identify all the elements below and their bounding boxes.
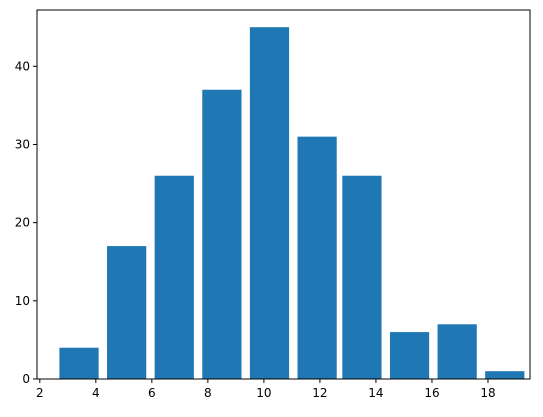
y-tick-label: 30 (15, 137, 30, 151)
x-tick-label: 10 (256, 386, 271, 400)
y-axis: 0 10 20 30 40 (15, 59, 37, 386)
bar-7 (342, 175, 382, 379)
bar-10 (485, 371, 525, 379)
y-tick-label: 20 (15, 216, 30, 230)
x-tick-label: 16 (424, 386, 439, 400)
plot-frame (36, 9, 531, 380)
bar-3 (154, 175, 194, 379)
bar-9 (437, 324, 477, 379)
bar-1 (59, 347, 99, 379)
bar-4 (202, 89, 242, 380)
x-tick-label: 6 (148, 386, 156, 400)
bar-5 (249, 27, 290, 379)
y-tick-label: 10 (15, 294, 30, 308)
x-tick-label: 4 (92, 386, 100, 400)
x-tick-label: 18 (480, 386, 495, 400)
x-tick-label: 2 (36, 386, 44, 400)
bar-8 (389, 332, 430, 379)
bars-group (59, 27, 525, 380)
x-axis: 2 4 6 8 10 12 14 16 18 (36, 379, 496, 400)
bar-6 (297, 136, 337, 379)
y-tick-label: 0 (22, 372, 30, 386)
x-tick-label: 8 (204, 386, 212, 400)
x-tick-label: 12 (312, 386, 327, 400)
x-tick-label: 14 (368, 386, 383, 400)
bar-2 (107, 246, 147, 379)
y-tick-label: 40 (15, 59, 30, 73)
